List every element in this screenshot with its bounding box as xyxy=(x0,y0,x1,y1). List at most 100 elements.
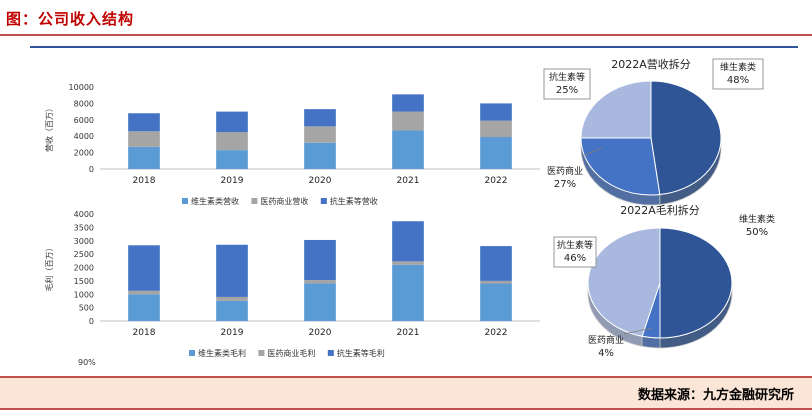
header: 图：公司收入结构 xyxy=(0,0,812,36)
bar-segment xyxy=(304,283,336,321)
legend-label: 抗生素等毛利 xyxy=(337,348,385,358)
bar-segment xyxy=(480,120,512,138)
legend-swatch xyxy=(182,198,188,204)
legend-swatch xyxy=(251,198,258,204)
y-axis-label: 毛利（百万） xyxy=(44,244,54,292)
bar-segment xyxy=(216,300,248,321)
pie-slice-percent: 27% xyxy=(554,179,576,190)
legend-label: 抗生素等营收 xyxy=(330,196,378,206)
legend-swatch xyxy=(327,350,334,356)
bar-segment xyxy=(392,130,424,169)
bar-segment xyxy=(216,296,248,301)
pie-label-box xyxy=(712,58,764,90)
pie-title: 2022A毛利拆分 xyxy=(620,203,700,217)
bar-segment xyxy=(304,126,336,143)
y-tick-label: 2000 xyxy=(74,149,94,158)
bar-segment xyxy=(392,264,424,321)
legend-label: 维生素类营收 xyxy=(191,196,239,206)
bar-segment xyxy=(392,94,424,112)
bar-segment xyxy=(128,290,160,295)
y-axis-label: 营收（百万） xyxy=(44,104,54,152)
bar-segment xyxy=(216,244,248,297)
pie-slice-label: 抗生素等 xyxy=(549,71,585,83)
bar-segment xyxy=(480,280,512,284)
bar-segment xyxy=(216,132,248,151)
bar-segment xyxy=(216,150,248,169)
bar-segment xyxy=(392,221,424,262)
y-tick-label: 0 xyxy=(89,165,94,174)
x-tick-label: 2019 xyxy=(221,328,244,338)
legend-swatch xyxy=(258,350,265,356)
y-tick-label: 0 xyxy=(89,317,94,326)
pie-slice xyxy=(580,80,652,139)
bar-segment xyxy=(304,142,336,169)
y-tick-label: 3000 xyxy=(74,237,94,246)
bar-segment xyxy=(392,261,424,265)
x-tick-label: 2020 xyxy=(309,176,332,186)
bar-segment xyxy=(216,111,248,133)
pie-leader-line xyxy=(623,327,653,335)
x-tick-label: 2021 xyxy=(397,176,420,186)
bar-segment xyxy=(480,137,512,169)
y-tick-label: 4000 xyxy=(74,132,94,141)
bar-segment xyxy=(304,280,336,284)
x-tick-label: 2022 xyxy=(485,176,508,186)
bar-segment xyxy=(128,146,160,169)
pie-slice-percent: 50% xyxy=(746,227,768,238)
pie-slice-percent: 4% xyxy=(598,348,614,359)
x-tick-label: 2018 xyxy=(133,176,156,186)
top-rule xyxy=(30,46,798,48)
x-tick-label: 2018 xyxy=(133,328,156,338)
x-tick-label: 2022 xyxy=(485,328,508,338)
y-tick-label: 3500 xyxy=(74,223,94,232)
source-note: 数据来源：九方金融研究所 xyxy=(637,388,794,403)
pie-title: 2022A营收拆分 xyxy=(611,57,691,71)
pie-label-box xyxy=(553,236,597,268)
y-tick-label: 2000 xyxy=(74,264,94,273)
pie-slice xyxy=(587,227,661,337)
page-title: 图：公司收入结构 xyxy=(6,10,135,28)
bar-segment xyxy=(304,109,336,127)
pie-slice-label: 维生素类 xyxy=(739,213,775,225)
footer: 数据来源：九方金融研究所 xyxy=(0,376,812,410)
x-tick-label: 2020 xyxy=(309,328,332,338)
bar-segment xyxy=(128,113,160,132)
legend-swatch xyxy=(189,350,195,356)
pie-slice xyxy=(650,80,722,196)
pie-slice xyxy=(580,137,661,196)
legend-label: 医药商业毛利 xyxy=(267,348,315,358)
bar-segment xyxy=(392,111,424,131)
y-tick-label: 1000 xyxy=(74,290,94,299)
y-tick-label: 6000 xyxy=(74,116,94,125)
pie-slice-label: 抗生素等 xyxy=(557,239,593,251)
bar-segment xyxy=(480,103,512,121)
bar-segment xyxy=(128,294,160,321)
legend-swatch xyxy=(320,198,327,204)
y-tick-label: 10000 xyxy=(69,83,94,92)
pie-slice-percent: 48% xyxy=(727,75,749,86)
pie-label-box xyxy=(543,68,591,100)
pie-leader-line xyxy=(581,147,603,157)
bar-segment xyxy=(128,245,160,291)
x-tick-label: 2021 xyxy=(397,328,420,338)
x-tick-label: 2019 xyxy=(221,176,244,186)
pie-slice-label: 医药商业 xyxy=(588,334,624,346)
pie-slice-percent: 25% xyxy=(556,85,578,96)
chart-panel: 0 2000 4000 6000 8000 10000 营收（百万） 2018 2019 2020… xyxy=(12,40,802,372)
y-tick-label: 8000 xyxy=(74,99,94,108)
bar-segment xyxy=(128,131,160,147)
y-tick-label: 1500 xyxy=(74,277,94,286)
pie-slice-label: 医药商业 xyxy=(547,165,583,177)
y-tick-label: 500 xyxy=(79,304,94,313)
pie-slice xyxy=(659,227,733,339)
pie-slice-percent: 46% xyxy=(564,253,586,264)
legend-label: 医药商业营收 xyxy=(260,196,308,206)
y-tick-label: 2500 xyxy=(74,250,94,259)
pie-slice-label: 维生素类 xyxy=(720,61,756,73)
stray-percent-label: 90% xyxy=(78,358,96,367)
legend-label: 维生素类毛利 xyxy=(198,348,246,358)
bar-segment xyxy=(480,246,512,281)
y-tick-label: 4000 xyxy=(74,210,94,219)
